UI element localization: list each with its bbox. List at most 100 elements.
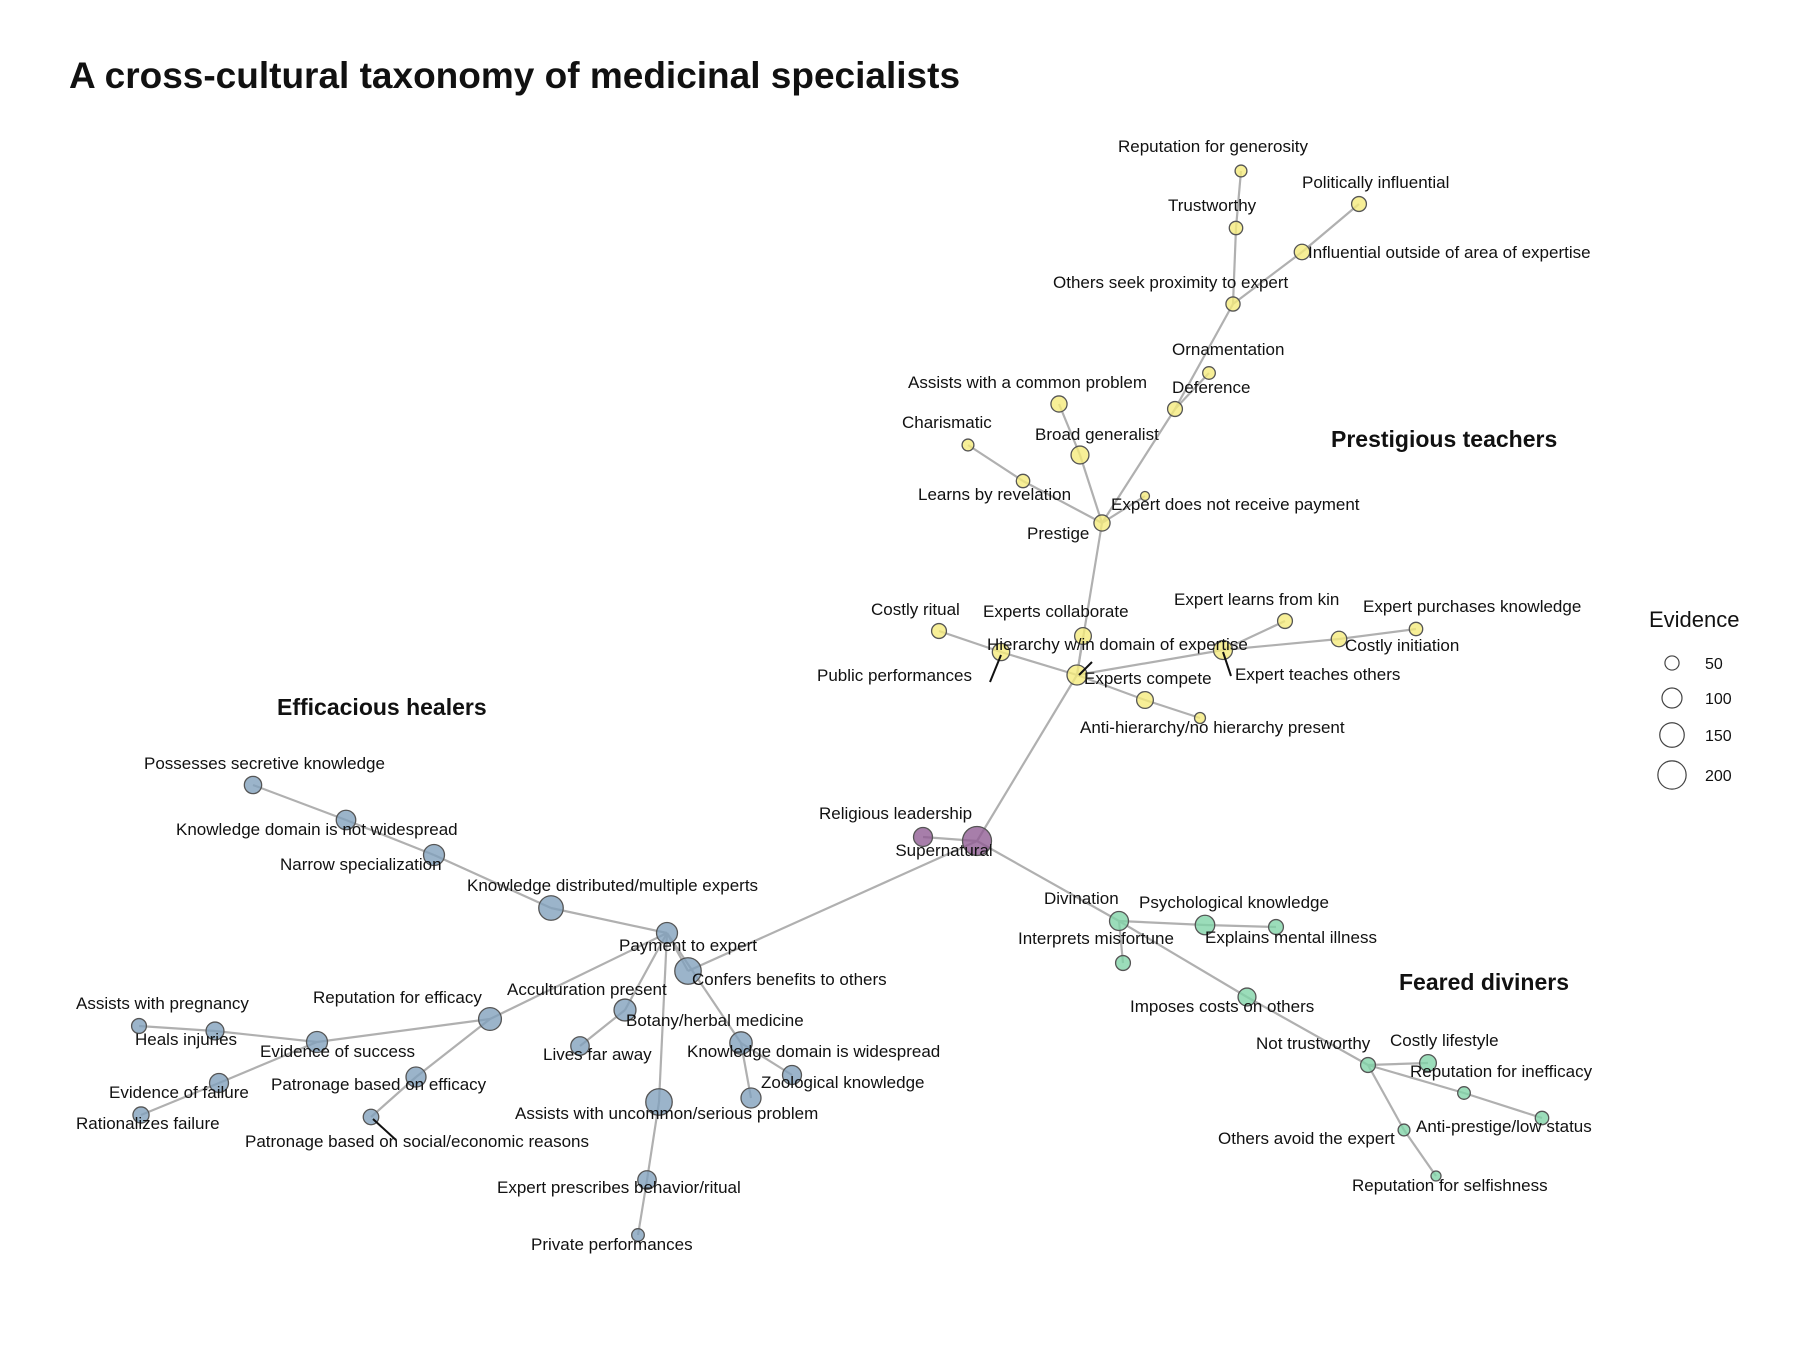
node-mental-illness[interactable]	[1267, 918, 1285, 936]
node-proximity[interactable]	[1225, 296, 1241, 312]
node-acculturation[interactable]	[613, 998, 637, 1022]
node-label-evidence-failure: Evidence of failure	[109, 1083, 249, 1102]
edge-rep_efficacy-evidence_success	[316, 1017, 491, 1044]
node-patronage-efficacy[interactable]	[405, 1066, 427, 1088]
node-botany[interactable]	[729, 1031, 753, 1055]
edge-supernatural-divination	[976, 840, 1120, 922]
edge-prestige-learns_revelation	[1022, 480, 1103, 524]
node-not-trustworthy[interactable]	[1359, 1056, 1377, 1074]
node-rationalizes[interactable]	[132, 1106, 150, 1124]
node-imposes[interactable]	[1237, 987, 1257, 1007]
node-evidence-failure[interactable]	[208, 1072, 230, 1094]
node-compete[interactable]	[1135, 690, 1155, 710]
node-label-politically: Politically influential	[1302, 173, 1449, 192]
node-label-assists-pregnancy: Assists with pregnancy	[76, 994, 249, 1013]
node-charismatic[interactable]	[961, 438, 975, 452]
leader-line-layer	[372, 651, 1232, 1141]
edge-not_trustworthy-rep_inefficacy	[1367, 1063, 1465, 1095]
node-costly-ritual[interactable]	[930, 622, 948, 640]
node-costly-init[interactable]	[1330, 630, 1348, 648]
node-label-widespread: Knowledge domain is widespread	[687, 1042, 940, 1061]
node-label-knowledge-distributed: Knowledge distributed/multiple experts	[467, 876, 758, 895]
node-rep-efficacy[interactable]	[477, 1006, 503, 1032]
edge-divination-psychological	[1118, 919, 1206, 927]
node-influential-outside[interactable]	[1293, 243, 1311, 261]
node-psychological[interactable]	[1194, 914, 1216, 936]
node-deference[interactable]	[1166, 400, 1184, 418]
node-knowledge-distributed[interactable]	[538, 895, 564, 921]
node-lives-far[interactable]	[570, 1036, 590, 1056]
node-teaches[interactable]	[1212, 639, 1234, 661]
edge-hierarchy-public_perf	[1000, 650, 1078, 677]
node-learns-revelation[interactable]	[1015, 473, 1031, 489]
node-evidence-success[interactable]	[305, 1030, 329, 1054]
edge-rep_efficacy-patronage_efficacy	[415, 1018, 491, 1078]
node-secretive[interactable]	[243, 775, 263, 795]
node-learns-kin[interactable]	[1276, 612, 1294, 630]
node-ornamentation[interactable]	[1202, 366, 1216, 380]
node-costly-lifestyle[interactable]	[1418, 1053, 1438, 1073]
node-supernatural[interactable]	[961, 825, 993, 857]
legend-circle-100	[1661, 687, 1683, 709]
node-label-narrow: Narrow specialization	[280, 855, 442, 874]
node-assists-pregnancy[interactable]	[130, 1017, 148, 1035]
node-avoid[interactable]	[1397, 1123, 1411, 1137]
node-not-widespread[interactable]	[335, 809, 357, 831]
node-label-lives-far: Lives far away	[543, 1045, 652, 1064]
node-widespread[interactable]	[781, 1064, 803, 1086]
node-label-divination: Divination	[1044, 889, 1119, 908]
node-uncommon[interactable]	[645, 1088, 673, 1116]
evidence-legend: Evidence 50 100 150 200	[1649, 607, 1740, 790]
node-confers[interactable]	[655, 921, 679, 945]
node-public-perf[interactable]	[991, 642, 1011, 662]
legend-circle-50	[1664, 655, 1680, 671]
node-label-confers: Confers benefits to others	[692, 970, 887, 989]
node-label-secretive: Possesses secretive knowledge	[144, 754, 385, 773]
node-label-selfishness: Reputation for selfishness	[1352, 1176, 1548, 1195]
node-payment[interactable]	[674, 957, 702, 985]
node-label-proximity: Others seek proximity to expert	[1053, 273, 1289, 292]
legend-label-200: 200	[1705, 768, 1732, 785]
node-prescribes[interactable]	[637, 1170, 657, 1190]
node-purchases[interactable]	[1408, 621, 1424, 637]
node-label-acculturation: Acculturation present	[507, 980, 667, 999]
node-hierarchy[interactable]	[1066, 664, 1088, 686]
node-anti-hierarchy[interactable]	[1193, 711, 1207, 725]
node-politically[interactable]	[1350, 195, 1368, 213]
node-label-learns-kin: Expert learns from kin	[1174, 590, 1339, 609]
edge-hierarchy-teaches	[1076, 648, 1224, 677]
node-heals-injuries[interactable]	[205, 1021, 225, 1041]
node-no-payment[interactable]	[1139, 490, 1151, 502]
node-narrow[interactable]	[422, 843, 446, 867]
edge-evidence_success-heals_injuries	[214, 1029, 318, 1044]
edge-deference-proximity	[1174, 303, 1234, 410]
node-zoological[interactable]	[740, 1087, 762, 1109]
edge-prestige-broad_generalist	[1078, 454, 1104, 524]
node-label-ornamentation: Ornamentation	[1172, 340, 1284, 359]
node-rep-inefficacy[interactable]	[1457, 1086, 1471, 1100]
node-private-perf[interactable]	[631, 1228, 645, 1242]
legend-title: Evidence	[1649, 607, 1740, 632]
edge-not_trustworthy-costly_lifestyle	[1367, 1061, 1429, 1067]
node-label-evidence-success: Evidence of success	[260, 1042, 415, 1061]
node-misfortune[interactable]	[1114, 954, 1132, 972]
cluster-label-layer: Prestigious teachers Efficacious healers F…	[277, 426, 1569, 995]
edge-compete-anti_hierarchy	[1144, 698, 1201, 720]
node-assists-common[interactable]	[1050, 395, 1068, 413]
node-broad-generalist[interactable]	[1070, 445, 1090, 465]
node-trustworthy[interactable]	[1228, 220, 1244, 236]
node-label-rep-inefficacy: Reputation for inefficacy	[1410, 1062, 1593, 1081]
node-generosity[interactable]	[1234, 164, 1248, 178]
node-collaborate[interactable]	[1073, 626, 1093, 646]
leader-line-teaches	[1222, 651, 1232, 677]
node-label-patronage-efficacy: Patronage based on efficacy	[271, 1075, 487, 1094]
node-prestige[interactable]	[1093, 514, 1111, 532]
edge-layer	[138, 170, 1543, 1236]
edge-teaches-costly_init	[1222, 637, 1340, 652]
node-divination[interactable]	[1108, 910, 1130, 932]
node-selfishness[interactable]	[1430, 1170, 1442, 1182]
node-religious[interactable]	[912, 826, 934, 848]
edge-trustworthy-generosity	[1234, 170, 1243, 229]
node-anti-prestige[interactable]	[1534, 1110, 1550, 1126]
node-label-private-perf: Private performances	[531, 1235, 693, 1254]
